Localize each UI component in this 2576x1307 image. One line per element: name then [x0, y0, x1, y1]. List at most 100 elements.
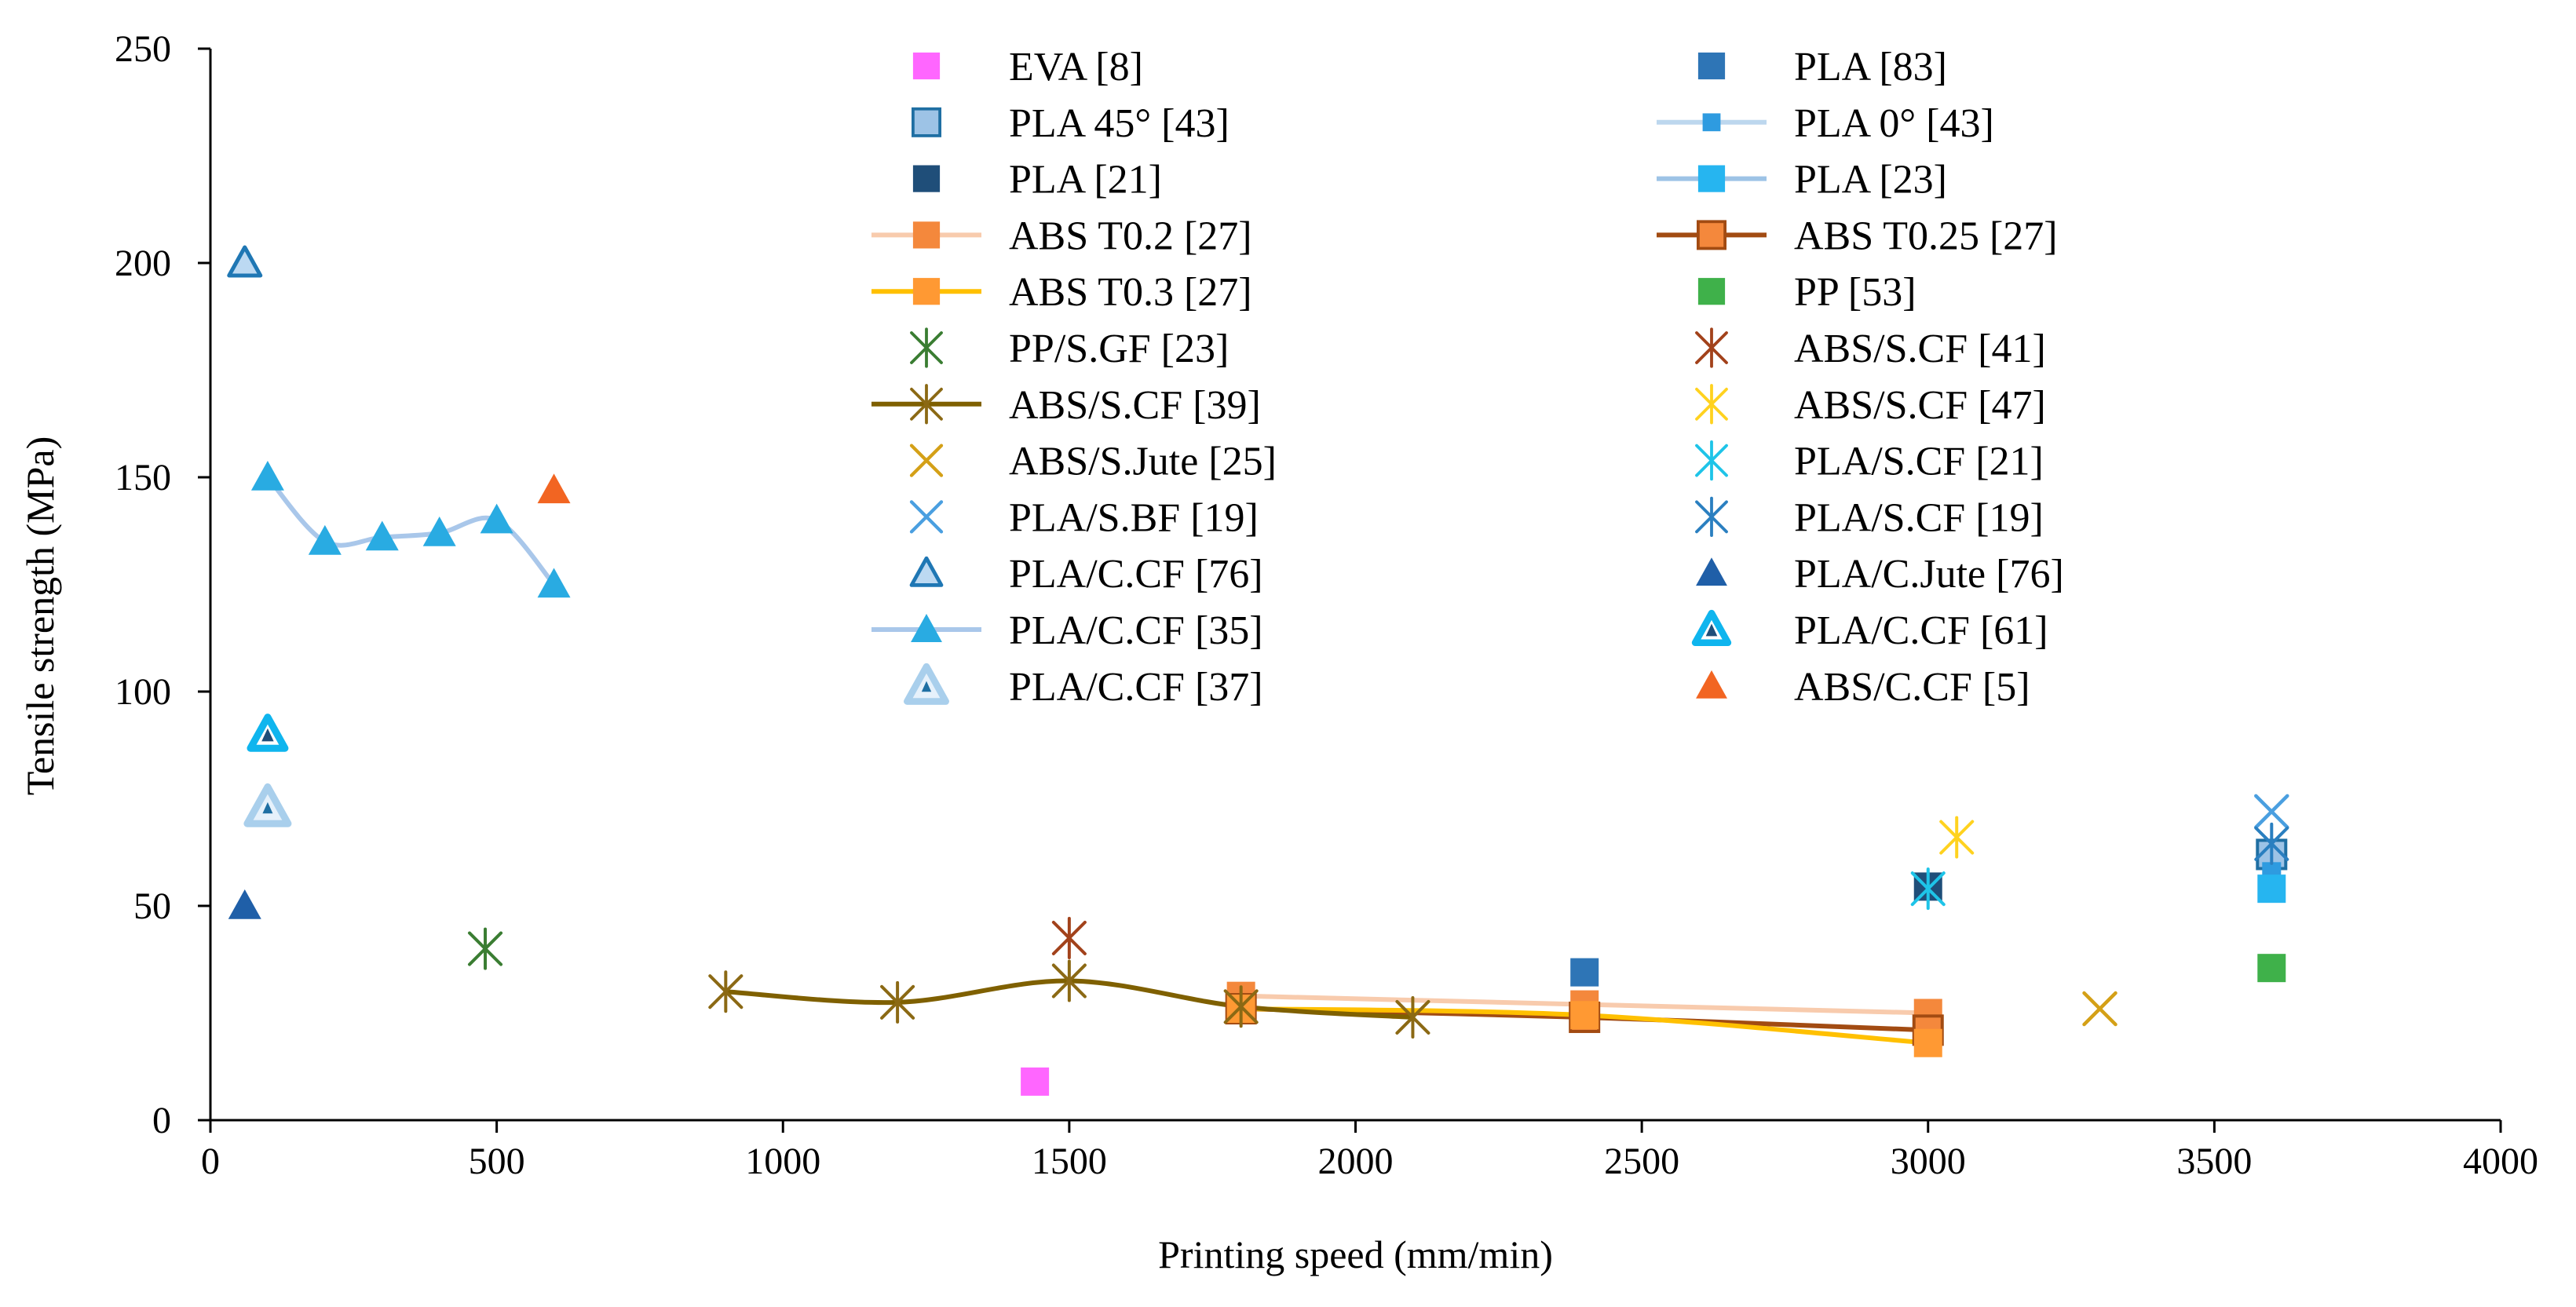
data-point-pp-s-gf-23 — [468, 927, 503, 970]
legend-item: EVA [8] — [912, 45, 1143, 89]
legend-label: PLA/C.CF [76] — [1009, 552, 1263, 597]
data-point-pla-c-cf-35 — [250, 461, 284, 491]
x-axis-title: Printing speed (mm/min) — [1158, 1232, 1553, 1276]
data-point-abs-s-cf-39 — [708, 970, 744, 1013]
data-point-abs-s-cf-47 — [1939, 816, 1975, 859]
legend-swatch-marker — [1691, 609, 1732, 646]
legend-item: ABS/S.CF [41] — [1695, 327, 2046, 371]
data-point-pla-83 — [1570, 958, 1599, 987]
legend-item: ABS/S.Jute [25] — [909, 440, 1277, 484]
legend: EVA [8] PLA [83] PLA 45° [43] PLA 0° [43] PL… — [871, 45, 2064, 710]
y-tick-label: 250 — [115, 28, 171, 70]
legend-swatch-marker — [909, 556, 944, 587]
legend-swatch-marker — [909, 444, 944, 477]
data-point-abs-s-cf-39 — [1223, 985, 1259, 1028]
legend-swatch-marker — [904, 663, 949, 705]
legend-label: PLA/S.CF [19] — [1794, 495, 2044, 540]
legend-swatch-marker — [911, 614, 942, 642]
x-tick-label: 3500 — [2176, 1141, 2252, 1182]
legend-label: PLA/S.CF [21] — [1794, 440, 2044, 484]
y-tick-label: 50 — [133, 885, 171, 927]
legend-item: PLA [83] — [1697, 45, 1947, 89]
legend-label: PLA [21] — [1009, 158, 1162, 203]
y-axis-title: Tensile strength (MPa) — [18, 436, 62, 796]
y-tick-label: 0 — [152, 1100, 171, 1141]
data-point-pla-c-cf-61 — [247, 714, 289, 752]
legend-label: PP [53] — [1794, 270, 1916, 315]
legend-label: PLA/C.CF [37] — [1009, 665, 1263, 710]
x-tick-label: 1000 — [745, 1141, 820, 1182]
data-point-pla-c-cf-35 — [365, 520, 399, 551]
legend-swatch-marker — [1702, 113, 1721, 132]
legend-label: ABS/S.CF [47] — [1794, 383, 2046, 428]
legend-label: ABS/S.CF [41] — [1794, 327, 2046, 371]
legend-item: ABS T0.3 [27] — [871, 270, 1252, 315]
data-point-pla-s-cf-19 — [2254, 822, 2289, 865]
legend-swatch-marker — [912, 52, 941, 80]
data-point-pla-c-cf-35 — [308, 524, 342, 555]
data-point-pla-c-jute-76 — [228, 889, 261, 919]
legend-swatch-marker — [1696, 670, 1727, 699]
legend-label: PLA 45° [43] — [1009, 101, 1230, 146]
legend-item: PLA 0° [43] — [1657, 101, 1994, 146]
data-point-pla-c-cf-35 — [537, 568, 571, 598]
data-point-pla-c-cf-37 — [243, 783, 292, 827]
legend-item: ABS/S.CF [39] — [871, 383, 1261, 428]
legend-swatch-marker — [910, 384, 943, 425]
legend-label: ABS T0.25 [27] — [1794, 214, 2058, 258]
data-point-pla-c-cf-35 — [422, 516, 456, 546]
legend-swatch-marker — [1697, 278, 1726, 305]
legend-label: ABS/S.Jute [25] — [1009, 440, 1277, 484]
legend-item: PLA/S.CF [21] — [1695, 440, 2044, 484]
legend-swatch-marker — [1695, 440, 1728, 481]
data-point-pla-c-cf-76 — [227, 245, 263, 278]
legend-label: PLA/S.BF [19] — [1009, 495, 1259, 540]
legend-item: PLA [21] — [912, 158, 1162, 203]
legend-swatch-marker — [1695, 327, 1728, 368]
x-tick-label: 3000 — [1891, 1141, 1966, 1182]
legend-label: PLA/C.CF [35] — [1009, 608, 1263, 653]
data-point-pla-23 — [2257, 874, 2286, 904]
legend-item: PLA/S.CF [19] — [1695, 495, 2044, 540]
legend-swatch-marker — [1697, 165, 1726, 192]
legend-swatch-marker — [1696, 557, 1727, 586]
legend-item: PLA/C.CF [61] — [1691, 608, 2048, 653]
legend-label: ABS T0.2 [27] — [1009, 214, 1252, 258]
legend-item: PLA/C.CF [76] — [909, 552, 1263, 597]
legend-item: PLA/C.CF [37] — [904, 663, 1263, 710]
legend-label: PLA/C.Jute [76] — [1794, 552, 2064, 597]
legend-item: PLA [23] — [1657, 158, 1947, 203]
legend-label: PLA/C.CF [61] — [1794, 608, 2048, 653]
legend-swatch-marker — [912, 107, 942, 137]
legend-label: PLA [83] — [1794, 45, 1947, 89]
legend-label: EVA [8] — [1009, 45, 1143, 89]
legend-swatch-marker — [1697, 52, 1726, 80]
legend-item: PP [53] — [1697, 270, 1916, 315]
legend-swatch-marker — [1695, 496, 1728, 538]
legend-label: PLA [23] — [1794, 158, 1947, 203]
y-tick-label: 150 — [115, 457, 171, 498]
legend-item: PLA/C.Jute [76] — [1696, 552, 2064, 597]
legend-item: PLA 45° [43] — [912, 101, 1230, 146]
legend-label: ABS/S.CF [39] — [1009, 383, 1261, 428]
legend-item: ABS T0.2 [27] — [871, 214, 1252, 258]
data-point-pla-s-bf-19 — [2254, 794, 2289, 830]
legend-item: PLA/C.CF [35] — [871, 608, 1263, 653]
legend-swatch-marker — [912, 165, 941, 192]
legend-swatch-marker — [912, 278, 941, 305]
legend-item: ABS/C.CF [5] — [1696, 665, 2030, 710]
ticks: 0 500 1000 1500 2000 2500 3000 3500 4000 0 50 100 15… — [115, 28, 2538, 1182]
data-point-pp-53 — [2257, 954, 2286, 983]
y-tick-label: 100 — [115, 671, 171, 713]
x-tick-label: 4000 — [2463, 1141, 2538, 1182]
legend-label: ABS T0.3 [27] — [1009, 270, 1252, 315]
x-tick-label: 2500 — [1604, 1141, 1679, 1182]
data-point-abs-s-cf-39 — [880, 980, 915, 1024]
legend-label: PP/S.GF [23] — [1009, 327, 1229, 371]
data-point-eva-8 — [1021, 1067, 1050, 1096]
data-point-abs-t0-3-27 — [1913, 1028, 1942, 1057]
data-point-abs-c-cf-5 — [537, 473, 571, 504]
x-tick-label: 0 — [201, 1141, 220, 1182]
legend-item: PLA/S.BF [19] — [909, 495, 1259, 540]
